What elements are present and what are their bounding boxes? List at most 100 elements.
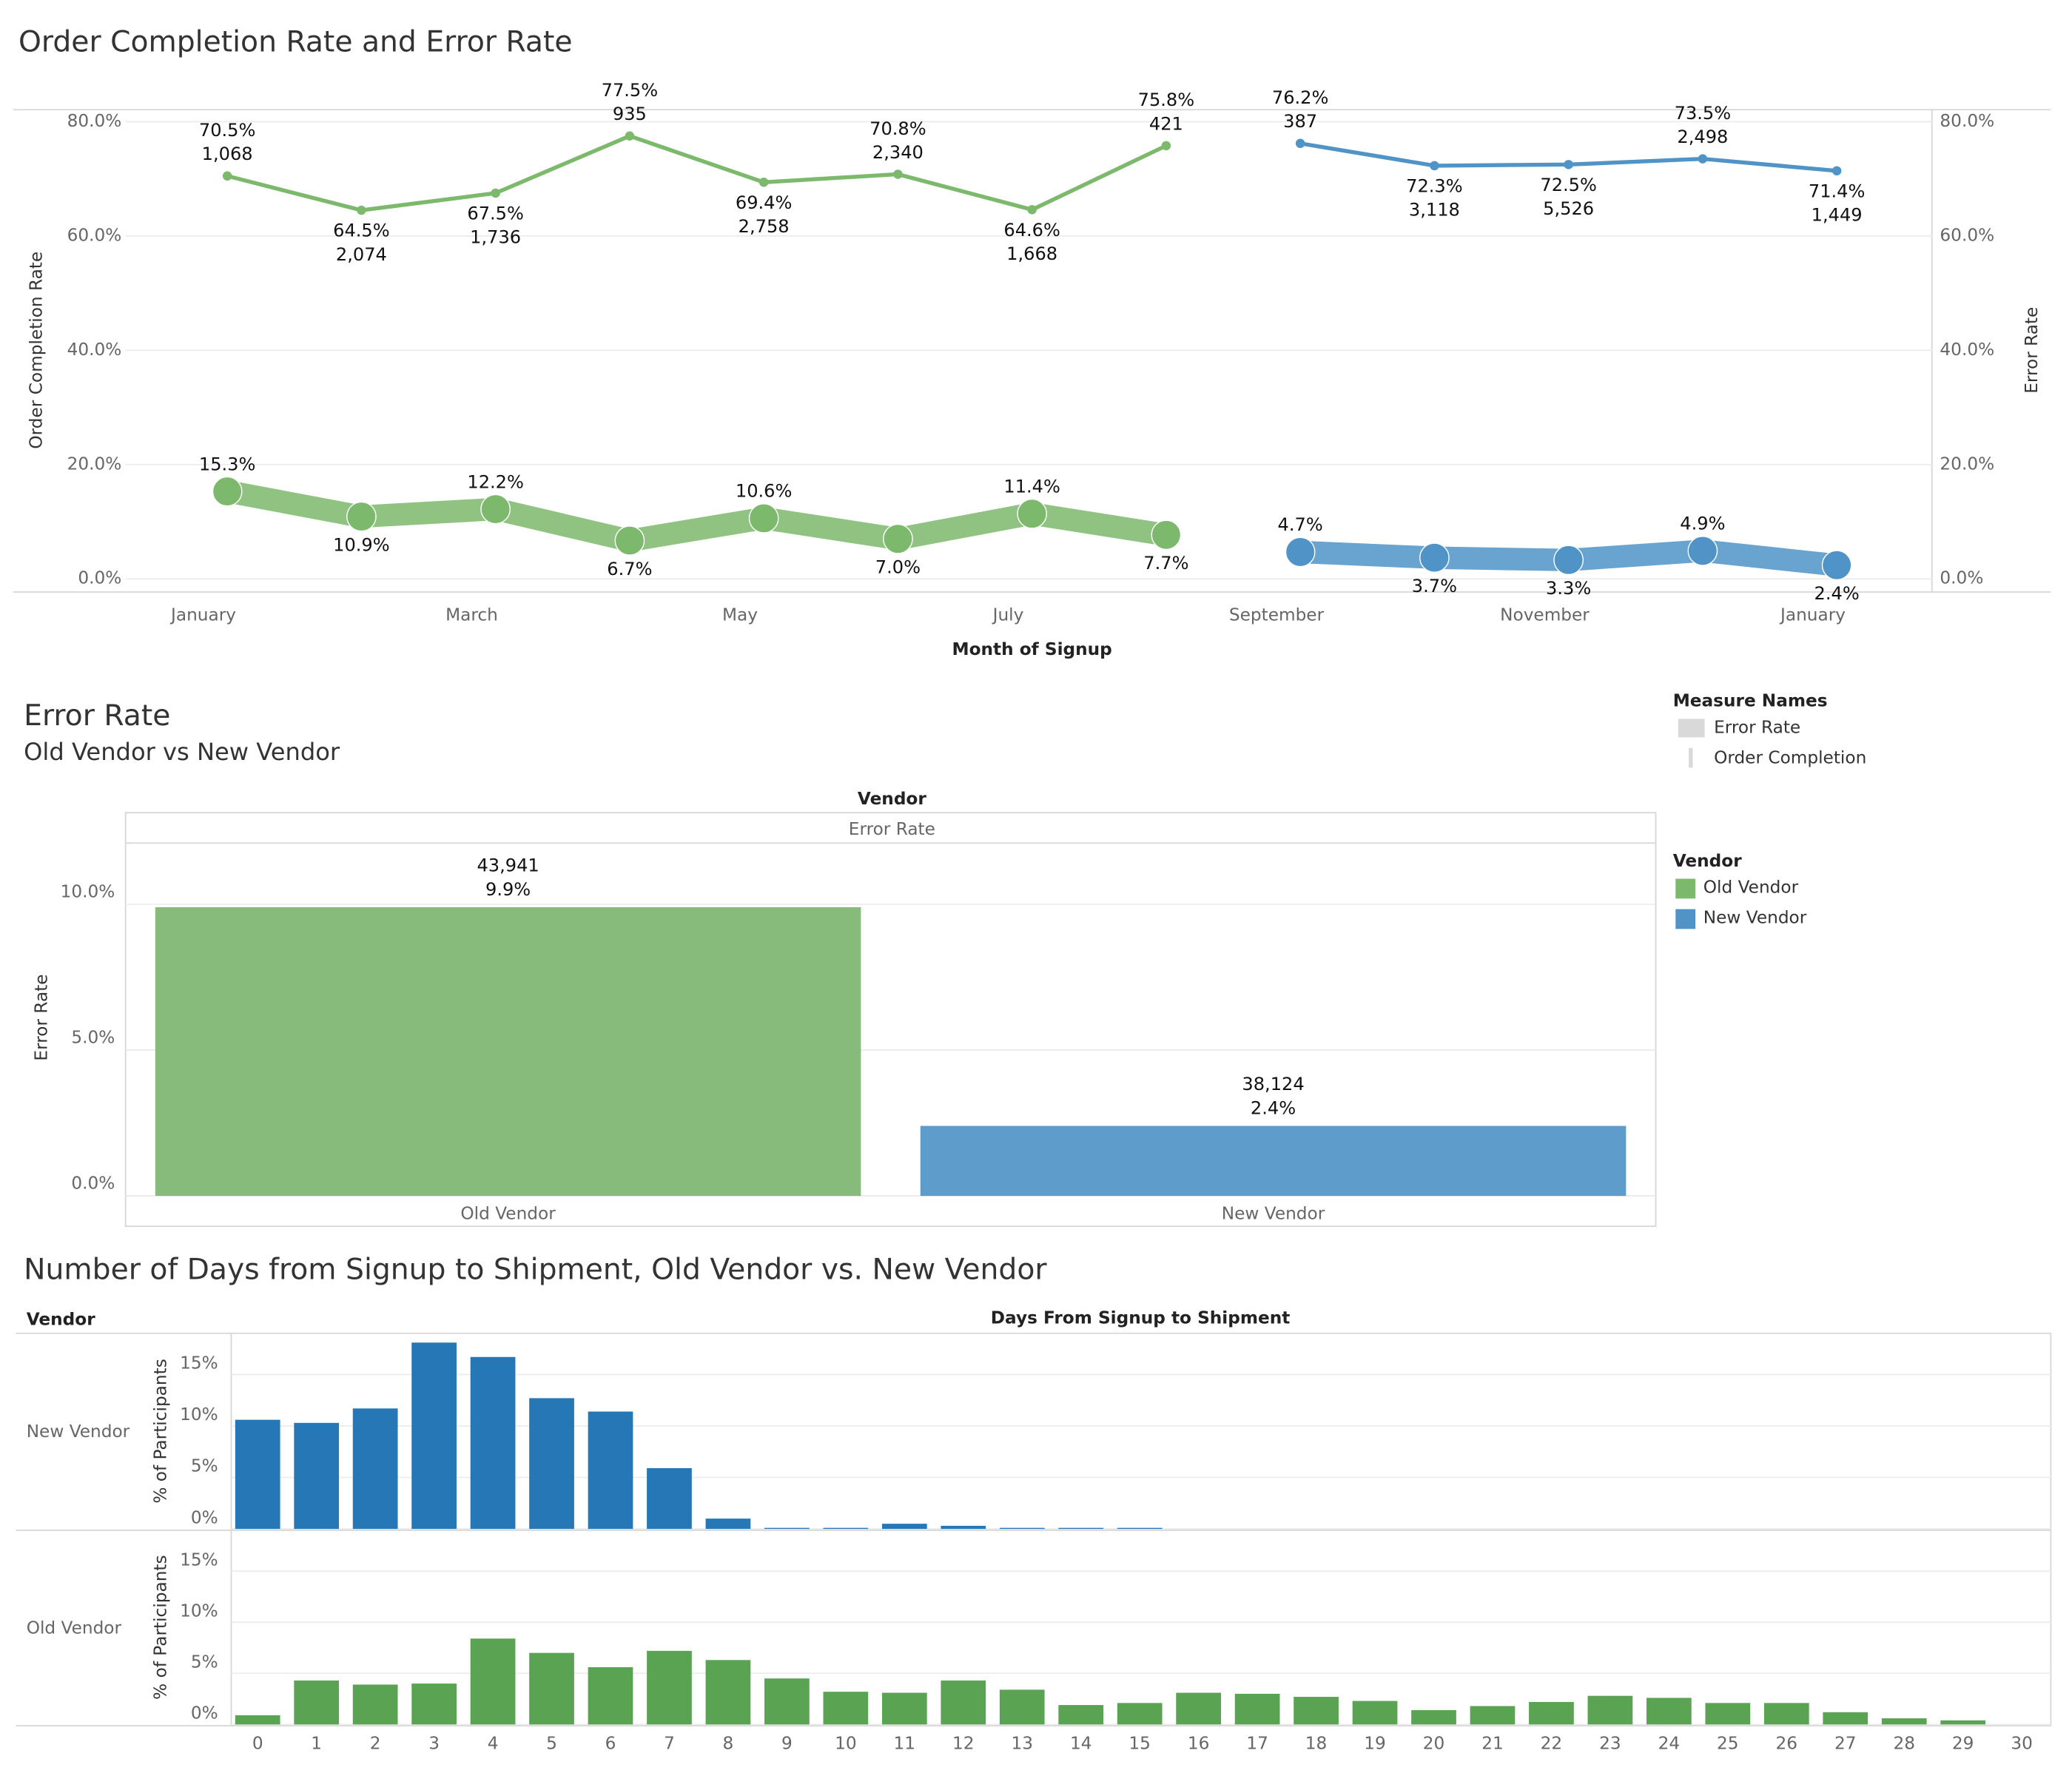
y-tick-label: 10% (180, 1405, 218, 1424)
line (225, 134, 1168, 212)
x-tick-label: 1 (311, 1734, 322, 1754)
x-tick-label: September (1229, 605, 1325, 625)
bar (920, 1126, 1627, 1197)
x-tick-label: 30 (2011, 1734, 2033, 1754)
x-tick-label: 3 (428, 1734, 440, 1754)
data-label: 64.6% (1003, 220, 1060, 240)
point (1285, 536, 1316, 568)
bar (1940, 1720, 1986, 1725)
bar (1411, 1710, 1456, 1725)
data-label: 4.7% (1278, 514, 1323, 535)
bar (1058, 1705, 1104, 1725)
bar (1294, 1697, 1339, 1725)
bar (470, 1638, 516, 1725)
x-tick-label: 4 (488, 1734, 499, 1754)
data-label: 72.5% (1540, 175, 1597, 195)
point (614, 525, 645, 556)
x-tick-label: New Vendor (1222, 1204, 1325, 1224)
frame (124, 812, 1657, 1228)
data-label: 73.5% (1675, 103, 1732, 124)
x-tick-label: January (1779, 605, 1846, 625)
bar (1117, 1703, 1163, 1725)
x-tick-label: 2 (370, 1734, 381, 1754)
point (758, 178, 769, 187)
x-tick-label: May (722, 605, 758, 625)
legend-title: Vendor (1673, 851, 1742, 871)
bar (294, 1422, 340, 1530)
legend-label: Old Vendor (1703, 878, 1799, 898)
bar (411, 1342, 457, 1530)
x-tick-label: 24 (1658, 1734, 1681, 1754)
data-label: 7.0% (875, 556, 921, 577)
x-tick-label: 8 (723, 1734, 734, 1754)
point (1027, 205, 1037, 215)
legend-label: New Vendor (1703, 908, 1807, 928)
data-label: 4.9% (1680, 514, 1725, 534)
count-label: 935 (613, 104, 647, 124)
x-tick-label: 25 (1717, 1734, 1739, 1754)
bar (1881, 1718, 1927, 1725)
y-tick-label: 0% (191, 1703, 218, 1723)
error-band (215, 480, 1178, 552)
bar (1529, 1701, 1574, 1725)
point (480, 494, 511, 525)
point (1821, 550, 1852, 581)
bar (1234, 1693, 1280, 1725)
data-label: 77.5% (602, 80, 659, 101)
x-tick-label: July (992, 605, 1024, 625)
column-subheader: Error Rate (849, 819, 935, 839)
point (1564, 160, 1573, 169)
bar (823, 1692, 869, 1725)
x-tick-label: 26 (1776, 1734, 1798, 1754)
bar (881, 1524, 927, 1530)
data-label: 2.4% (1251, 1097, 1296, 1118)
data-label: 3.3% (1546, 578, 1591, 599)
x-tick-label: March (445, 605, 498, 625)
data-label: 6.7% (607, 559, 652, 579)
x-tick-label: 14 (1070, 1734, 1092, 1754)
y-tick-label: 0% (191, 1507, 218, 1527)
point (1430, 161, 1439, 171)
x-tick-label: 6 (605, 1734, 616, 1754)
point (1687, 536, 1718, 566)
x-tick-label: 15 (1128, 1734, 1151, 1754)
count-label: 1,068 (202, 144, 253, 164)
legend-swatch (1689, 747, 1693, 768)
x-tick-label: 10 (835, 1734, 857, 1754)
x-tick-label: January (169, 605, 236, 625)
count-label: 1,736 (470, 227, 521, 248)
y-tick-label: 0.0% (78, 568, 121, 588)
x-tick-label: 0 (252, 1734, 263, 1754)
x-tick-label: 21 (1481, 1734, 1504, 1754)
data-label: 64.5% (333, 221, 390, 241)
bar (235, 1419, 280, 1530)
x-tick-label: 13 (1011, 1734, 1033, 1754)
x-tick-label: 12 (952, 1734, 975, 1754)
bar (647, 1468, 692, 1530)
bar (941, 1525, 986, 1530)
data-label: 12.2% (467, 471, 524, 492)
bar (1176, 1692, 1221, 1725)
bar (1352, 1701, 1398, 1725)
bar (294, 1680, 340, 1725)
count-label: 2,498 (1677, 127, 1728, 147)
y2-axis-title: Error Rate (2022, 307, 2042, 394)
bar (823, 1527, 869, 1530)
bar (155, 906, 861, 1197)
bar (1705, 1703, 1751, 1725)
y-tick-label: 15% (180, 1353, 218, 1373)
y-tick-label: 0.0% (71, 1174, 115, 1194)
row-label: New Vendor (27, 1422, 130, 1442)
bar (588, 1666, 633, 1725)
data-label: 75.8% (1138, 90, 1195, 110)
x-tick-label: 29 (1952, 1734, 1974, 1754)
legend-swatch (1678, 719, 1705, 738)
point (212, 476, 243, 507)
bar (235, 1715, 280, 1725)
bar (529, 1398, 574, 1530)
bar (588, 1411, 633, 1530)
x-tick-label: 22 (1541, 1734, 1563, 1754)
point (625, 131, 635, 141)
